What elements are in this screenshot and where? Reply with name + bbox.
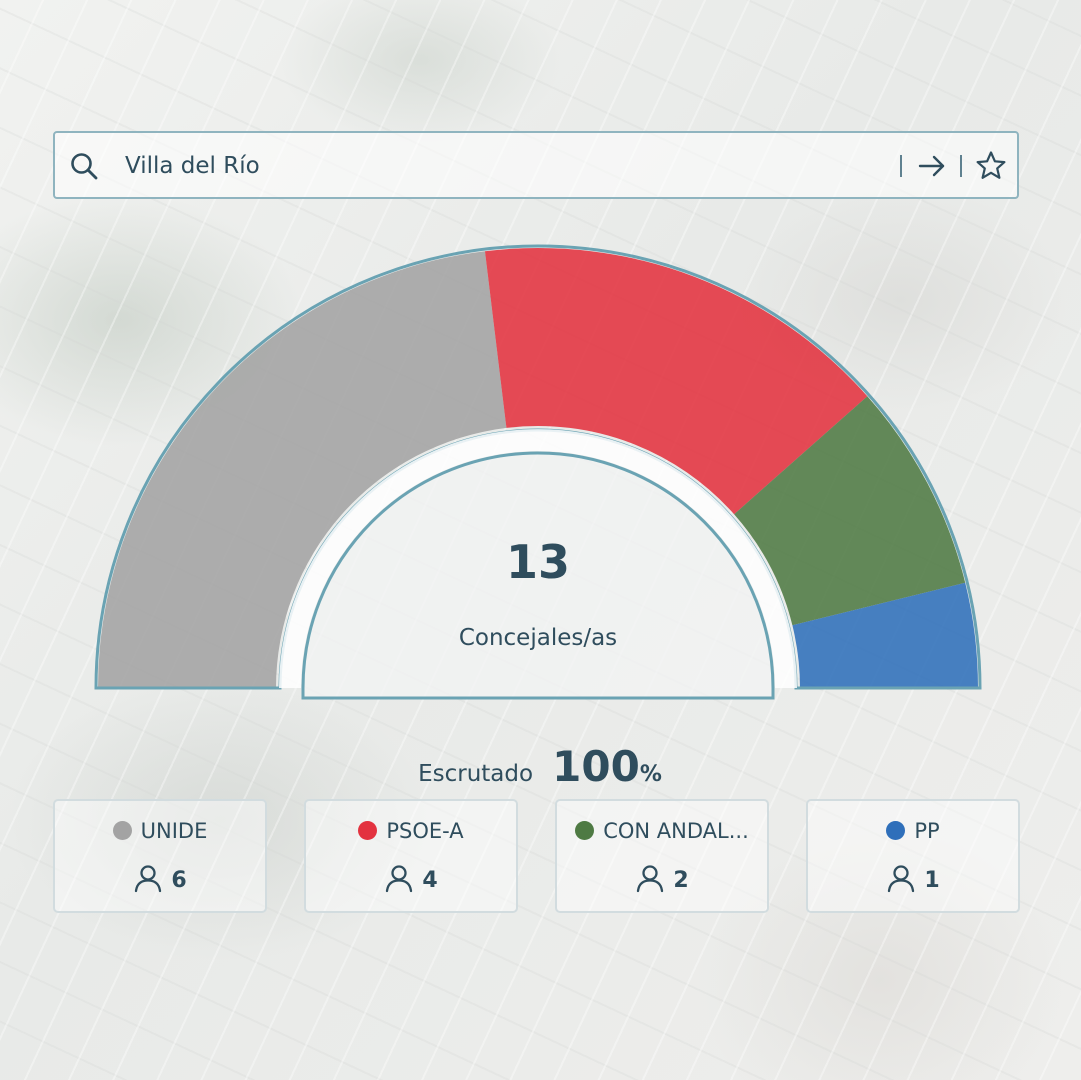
party-color-dot (886, 821, 906, 840)
star-icon[interactable] (975, 150, 1007, 182)
person-icon (386, 865, 413, 893)
search-bar[interactable]: Villa del Río (53, 131, 1019, 199)
search-input[interactable]: Villa del Río (125, 153, 260, 179)
party-card-psoe-a[interactable]: PSOE-A 4 (304, 799, 518, 913)
divider (960, 155, 962, 177)
scrutiny-value: 100 (552, 742, 640, 791)
party-seats: 6 (171, 868, 187, 893)
divider (900, 155, 902, 177)
party-name: CON ANDAL... (603, 819, 749, 843)
party-seats: 4 (422, 868, 438, 893)
scrutiny-indicator: Escrutado 100% (340, 742, 740, 791)
scrutiny-label: Escrutado (418, 761, 534, 787)
party-seats: 1 (924, 868, 940, 893)
total-seats: 13 (505, 535, 570, 589)
person-icon (888, 865, 915, 893)
party-card-unide[interactable]: UNIDE 6 (53, 799, 267, 913)
party-name: PP (914, 819, 940, 843)
arrow-right-icon[interactable] (917, 151, 947, 181)
party-seats: 2 (673, 868, 689, 893)
scrutiny-unit: % (639, 762, 662, 787)
party-card-con-andalucia[interactable]: CON ANDAL... 2 (555, 799, 769, 913)
party-color-dot (112, 821, 132, 840)
party-card-pp[interactable]: PP 1 (806, 799, 1020, 913)
party-list: UNIDE 6 PSOE-A 4 CON ANDAL... 2 PP 1 (53, 799, 1021, 913)
party-name: PSOE-A (386, 819, 464, 843)
person-icon (135, 865, 162, 893)
party-color-dot (575, 821, 595, 840)
party-color-dot (358, 821, 378, 840)
party-name: UNIDE (140, 819, 208, 843)
total-seats-label: Concejales/as (458, 625, 618, 651)
person-icon (637, 865, 664, 893)
search-icon (71, 153, 98, 180)
